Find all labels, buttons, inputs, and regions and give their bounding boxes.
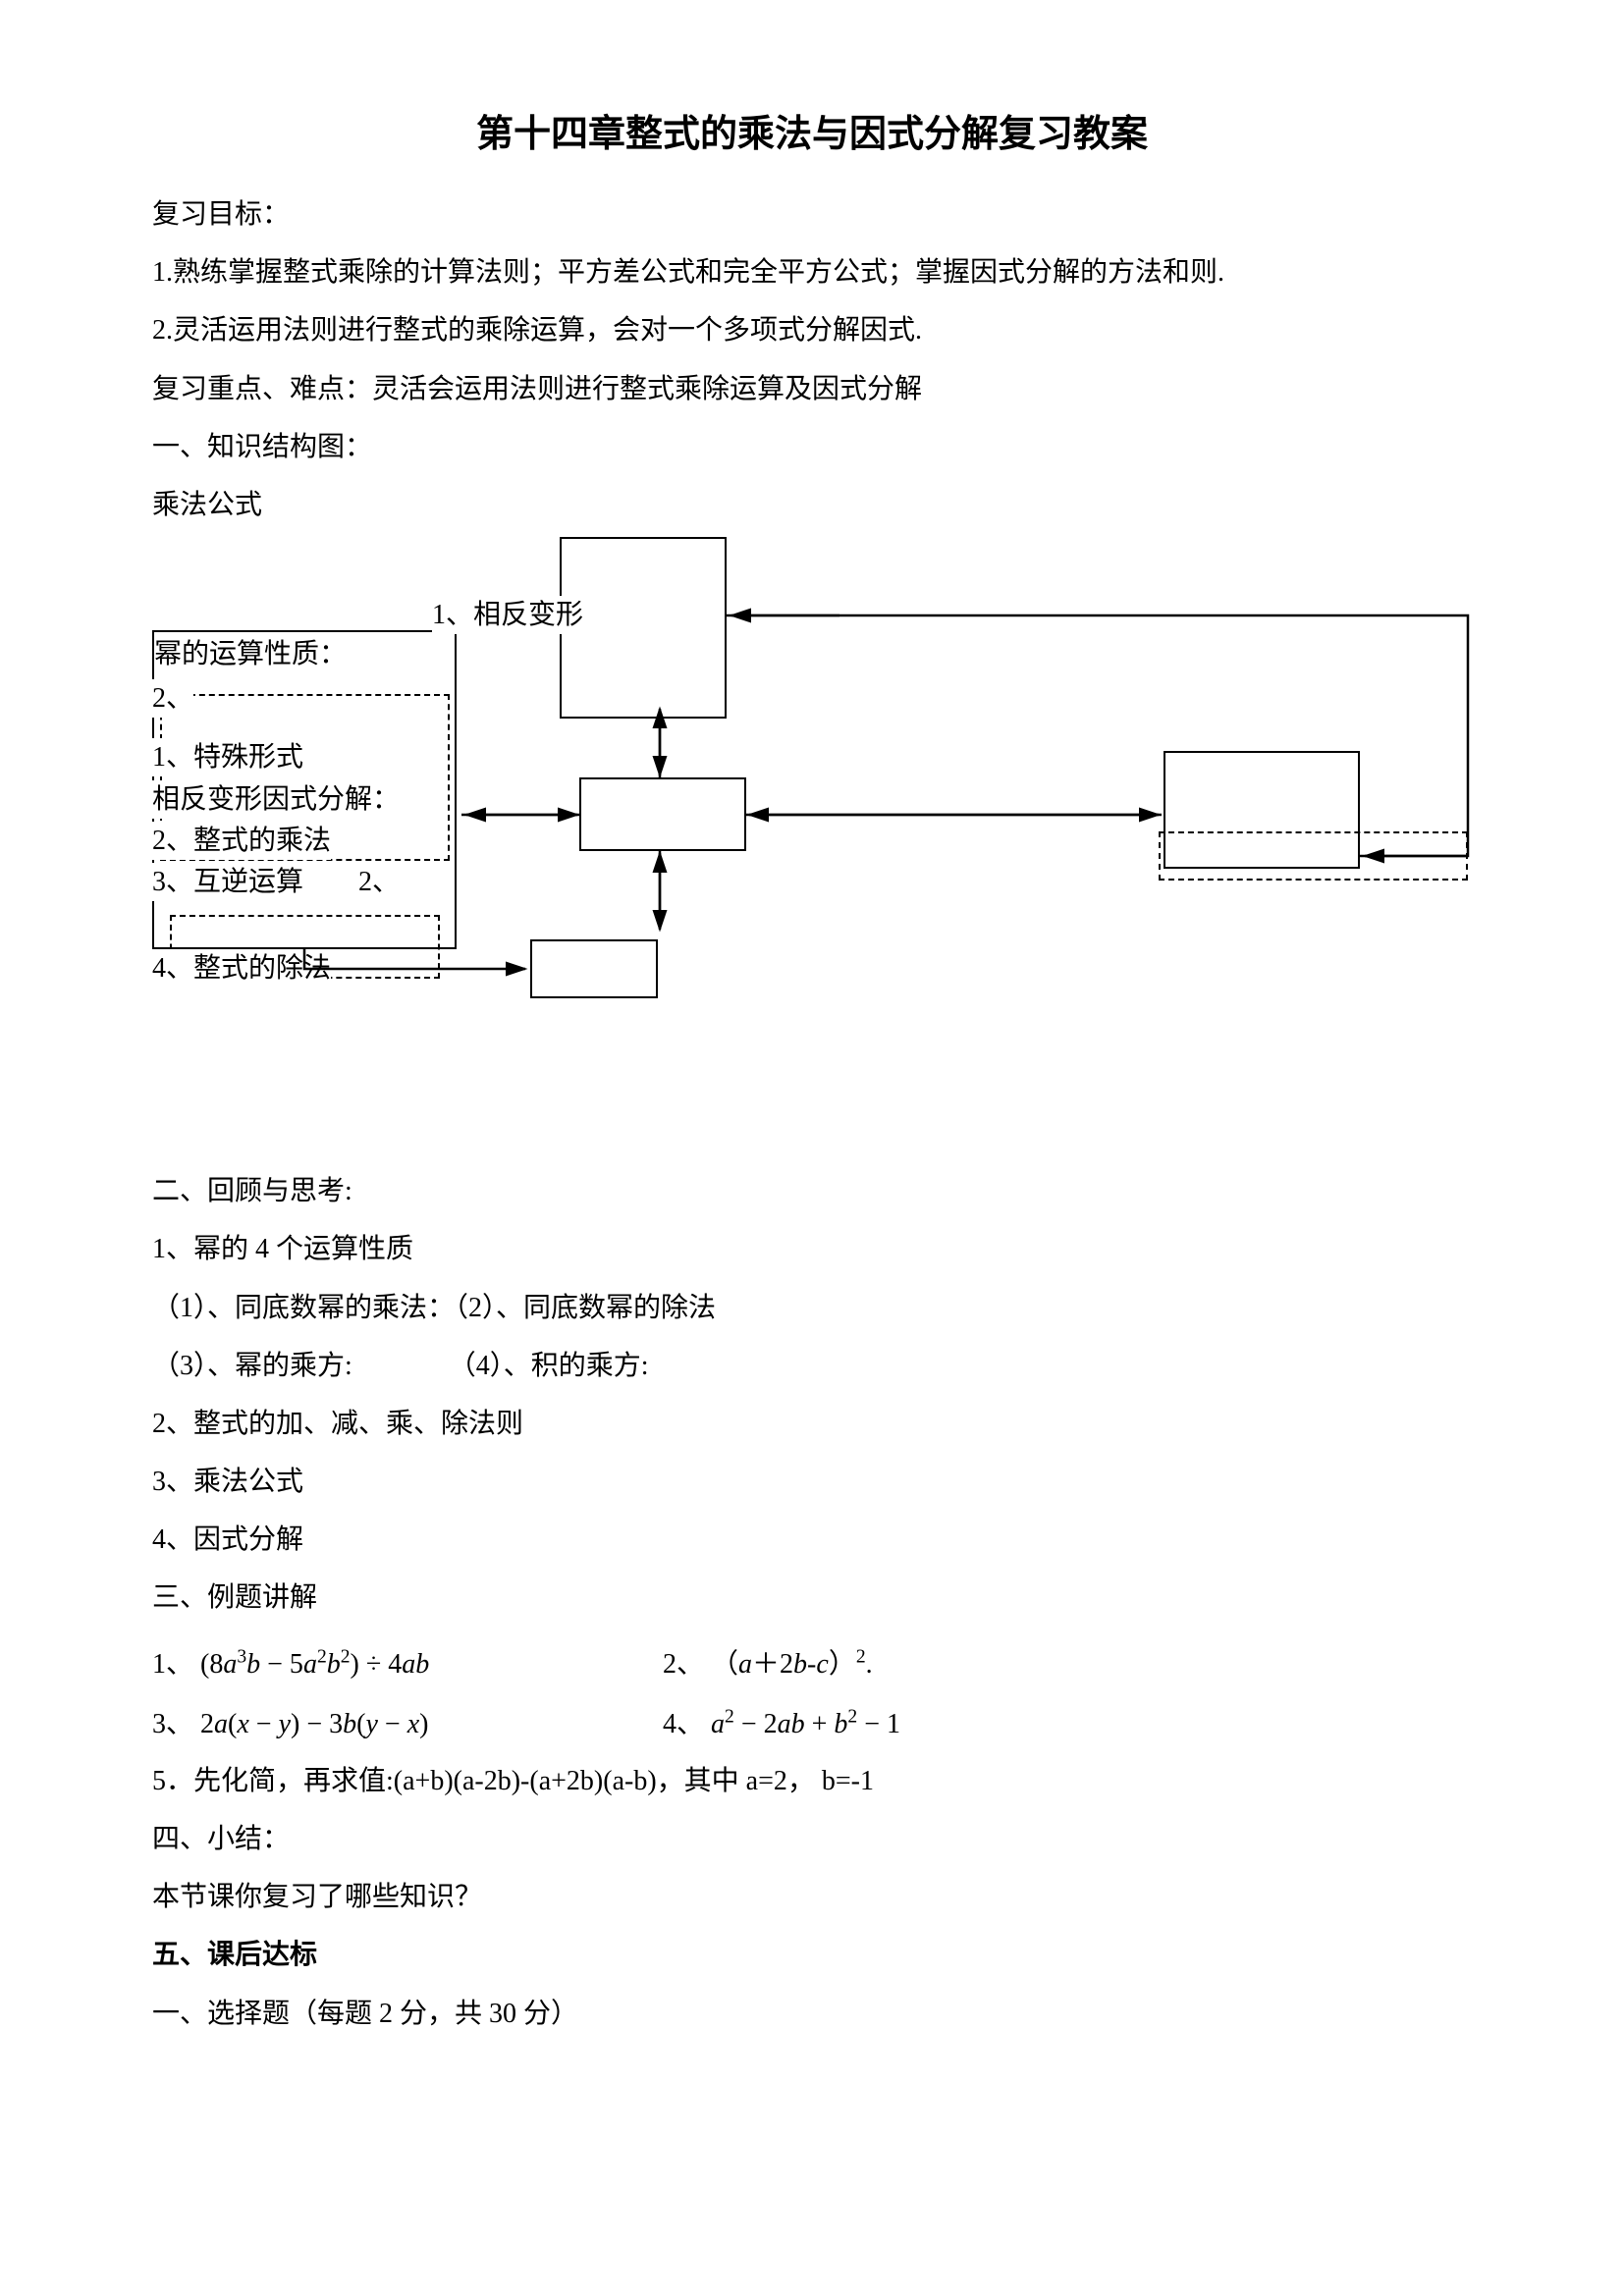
tail-line-2: 本节课你复习了哪些知识？ bbox=[152, 1871, 1472, 1923]
box-right-dashdot bbox=[1159, 831, 1468, 881]
knowledge-structure-diagram: 1、相反变形 幂的运算性质： 2、 1、特殊形式 相反变形因式分解： 2、整式的… bbox=[152, 537, 1472, 1165]
intro-line-3: 2.灵活运用法则进行整式的乘除运算，会对一个多项式分解因式. bbox=[152, 304, 1472, 356]
intro-line-1: 复习目标： bbox=[152, 188, 1472, 240]
diagram-text-4: 相反变形因式分解： bbox=[152, 780, 400, 819]
diagram-text-5: 2、整式的乘法 bbox=[152, 822, 331, 860]
example-row-1: 1、 (8a3b − 5a2b2) ÷ 4ab 2、 （a＋2b-c）2. bbox=[152, 1634, 1472, 1695]
ex3-math: 2a(x − y) − 3b(y − x) bbox=[200, 1709, 428, 1739]
diagram-text-6b: 2、 bbox=[358, 863, 400, 901]
diagram-text-7: 4、整式的除法 bbox=[152, 949, 331, 988]
review-line-6: 4、因式分解 bbox=[152, 1514, 1472, 1566]
review-line-2: （1）、同底数幂的乘法：（2）、同底数幂的除法 bbox=[152, 1282, 1472, 1334]
tail-line-3: 五、课后达标 bbox=[152, 1929, 1472, 1981]
page-title: 第十四章整式的乘法与因式分解复习教案 bbox=[152, 103, 1472, 157]
review-line-3: （3）、幂的乘方: （4）、积的乘方: bbox=[152, 1340, 1472, 1392]
diagram-text-1: 幂的运算性质： bbox=[154, 635, 347, 673]
example-row-2: 3、 2a(x − y) − 3b(y − x) 4、 a2 − 2ab + b… bbox=[152, 1694, 1472, 1755]
intro-line-6: 乘法公式 bbox=[152, 479, 1472, 531]
intro-line-5: 一、知识结构图： bbox=[152, 421, 1472, 473]
example-5: 5．先化简，再求值:(a+b)(a-2b)-(a+2b)(a-b)，其中 a=2… bbox=[152, 1755, 1472, 1807]
tail-line-1: 四、小结： bbox=[152, 1813, 1472, 1865]
ex4-num: 4、 bbox=[663, 1709, 704, 1739]
intro-line-2: 1.熟练掌握整式乘除的计算法则；平方差公式和完全平方公式；掌握因式分解的方法和则… bbox=[152, 246, 1472, 298]
review-line-1: 1、幂的 4 个运算性质 bbox=[152, 1223, 1472, 1275]
diagram-text-2: 2、 bbox=[152, 679, 193, 718]
intro-line-4: 复习重点、难点：灵活会运用法则进行整式乘除运算及因式分解 bbox=[152, 363, 1472, 415]
ex4-math: a2 − 2ab + b2 − 1 bbox=[711, 1709, 900, 1739]
ex2-math: （a＋2b-c）2. bbox=[711, 1649, 873, 1680]
review-line-5: 3、乘法公式 bbox=[152, 1456, 1472, 1508]
diagram-text-6a: 3、互逆运算 bbox=[152, 863, 303, 901]
box-center bbox=[579, 777, 746, 851]
review-line-7: 三、例题讲解 bbox=[152, 1572, 1472, 1624]
box-bottom bbox=[530, 939, 658, 998]
review-heading: 二、回顾与思考: bbox=[152, 1165, 1472, 1217]
diagram-label-relation: 1、相反变形 bbox=[432, 596, 583, 634]
ex1-math: (8a3b − 5a2b2) ÷ 4ab bbox=[200, 1649, 429, 1680]
diagram-text-3: 1、特殊形式 bbox=[152, 738, 303, 776]
ex2-num: 2、 bbox=[663, 1649, 704, 1680]
review-line-4: 2、整式的加、减、乘、除法则 bbox=[152, 1398, 1472, 1450]
examples-block: 1、 (8a3b − 5a2b2) ÷ 4ab 2、 （a＋2b-c）2. 3、… bbox=[152, 1634, 1472, 1807]
ex1-num: 1、 bbox=[152, 1649, 193, 1680]
box-top bbox=[560, 537, 727, 719]
tail-line-4: 一、选择题（每题 2 分，共 30 分） bbox=[152, 1988, 1472, 2040]
ex3-num: 3、 bbox=[152, 1709, 193, 1739]
